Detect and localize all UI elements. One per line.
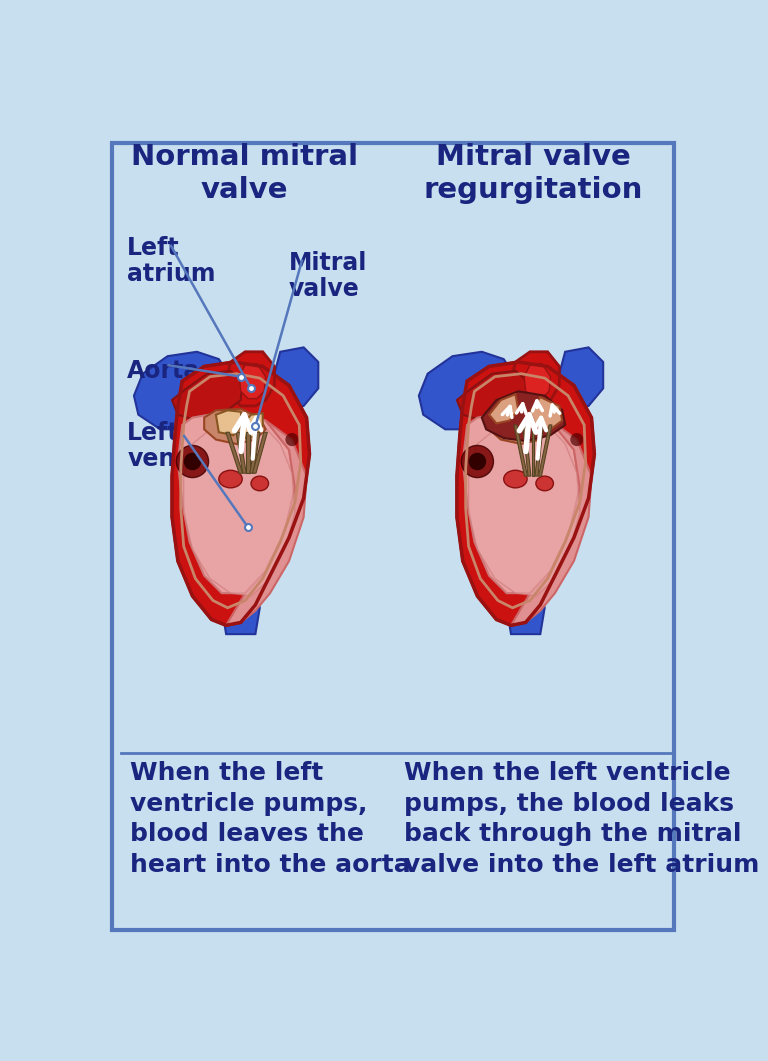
Text: Left
atrium: Left atrium — [127, 236, 216, 285]
Polygon shape — [482, 392, 565, 441]
Polygon shape — [134, 352, 230, 430]
Polygon shape — [538, 424, 552, 476]
Text: Mitral
valve: Mitral valve — [289, 251, 367, 301]
Polygon shape — [530, 397, 562, 430]
Text: Mitral valve
regurgitation: Mitral valve regurgitation — [423, 143, 643, 204]
Polygon shape — [511, 420, 591, 625]
Text: Normal mitral
valve: Normal mitral valve — [131, 143, 358, 204]
Polygon shape — [525, 364, 551, 399]
Ellipse shape — [571, 433, 584, 446]
Polygon shape — [240, 364, 266, 399]
Polygon shape — [172, 362, 310, 625]
FancyArrowPatch shape — [519, 415, 536, 451]
Ellipse shape — [184, 453, 201, 470]
Text: Aorta: Aorta — [127, 359, 200, 383]
Polygon shape — [511, 352, 559, 406]
Polygon shape — [226, 352, 274, 406]
Polygon shape — [274, 347, 318, 411]
Polygon shape — [531, 424, 535, 476]
Polygon shape — [247, 432, 250, 473]
Polygon shape — [468, 418, 580, 596]
Ellipse shape — [536, 476, 554, 491]
Polygon shape — [178, 411, 295, 593]
Polygon shape — [216, 411, 242, 435]
Polygon shape — [222, 586, 260, 634]
FancyBboxPatch shape — [112, 143, 674, 930]
FancyArrowPatch shape — [550, 405, 560, 416]
Polygon shape — [559, 347, 603, 411]
Ellipse shape — [468, 453, 486, 470]
Polygon shape — [489, 395, 518, 423]
Ellipse shape — [286, 433, 299, 446]
Polygon shape — [172, 370, 242, 420]
Polygon shape — [514, 424, 528, 476]
Polygon shape — [463, 411, 580, 593]
Ellipse shape — [251, 476, 269, 491]
Polygon shape — [236, 432, 247, 473]
Text: When the left
ventricle pumps,
blood leaves the
heart into the aorta: When the left ventricle pumps, blood lea… — [131, 761, 411, 877]
Polygon shape — [184, 418, 295, 596]
Ellipse shape — [462, 446, 494, 477]
Ellipse shape — [219, 470, 242, 488]
FancyArrowPatch shape — [534, 418, 546, 458]
FancyArrowPatch shape — [516, 404, 526, 414]
Polygon shape — [226, 432, 243, 473]
Text: Left
ventricle: Left ventricle — [127, 421, 244, 471]
Polygon shape — [489, 408, 551, 443]
Polygon shape — [535, 424, 543, 476]
Polygon shape — [457, 362, 594, 625]
Polygon shape — [419, 352, 515, 430]
Polygon shape — [226, 420, 306, 625]
FancyArrowPatch shape — [502, 406, 512, 417]
Ellipse shape — [177, 446, 209, 477]
Polygon shape — [204, 408, 266, 443]
Polygon shape — [253, 432, 267, 473]
Polygon shape — [507, 586, 545, 634]
Text: When the left ventricle
pumps, the blood leaks
back through the mitral
valve int: When the left ventricle pumps, the blood… — [405, 761, 760, 877]
Polygon shape — [250, 432, 260, 473]
Polygon shape — [523, 424, 531, 476]
FancyArrowPatch shape — [249, 418, 261, 458]
Polygon shape — [457, 370, 527, 420]
Ellipse shape — [504, 470, 527, 488]
Polygon shape — [242, 413, 263, 438]
FancyArrowPatch shape — [532, 401, 542, 411]
FancyArrowPatch shape — [234, 415, 251, 451]
